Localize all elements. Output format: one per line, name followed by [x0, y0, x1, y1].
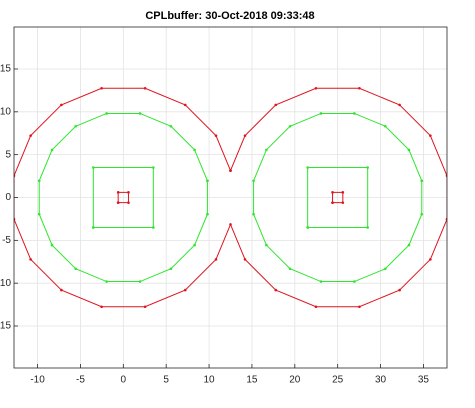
vertex-marker [265, 243, 268, 247]
x-tick-label: -10 [30, 375, 45, 386]
y-tick-label: -5 [2, 235, 11, 246]
y-tick-label: -15 [0, 321, 11, 332]
vertex-marker [358, 86, 361, 90]
vertex-marker [429, 134, 432, 137]
vertex-marker [265, 148, 268, 152]
vertex-marker [127, 191, 130, 194]
vertex-marker [193, 243, 196, 247]
vertex-marker [60, 103, 63, 107]
vertex-marker [169, 124, 173, 128]
tick-labels: -10 -5 0 5 10 15 20 25 30 35 -15 -10 -5 0 5 10 15 [0, 64, 429, 386]
vertex-marker [384, 124, 387, 128]
vertex-marker [366, 166, 369, 169]
vertex-marker [243, 134, 247, 137]
vertex-marker [29, 258, 32, 261]
vertex-marker [407, 243, 411, 247]
x-tick-label: -5 [76, 375, 85, 386]
vertex-marker [274, 103, 278, 107]
x-tick-label: 5 [163, 375, 169, 386]
vertex-marker [50, 148, 54, 152]
grid [14, 27, 447, 368]
vertex-marker [331, 201, 334, 204]
vertex-marker [29, 134, 32, 137]
vertex-marker [306, 226, 309, 229]
vertex-marker [169, 267, 173, 271]
vertex-marker [143, 86, 147, 90]
vertex-marker [429, 258, 432, 261]
vertex-marker [229, 169, 232, 172]
vertex-marker [152, 166, 155, 169]
vertex-marker [37, 179, 41, 183]
y-tick-label: -10 [0, 278, 11, 289]
y-tick-label: 10 [0, 106, 11, 117]
vertex-marker [288, 124, 292, 128]
vertex-marker [116, 191, 120, 194]
vertex-marker [105, 112, 108, 115]
chart-title: CPLbuffer: 30-Oct-2018 09:33:48 [145, 10, 314, 22]
vertex-marker [74, 124, 77, 128]
vertex-marker [50, 243, 54, 247]
vertex-marker [116, 201, 120, 204]
vertex-marker [138, 280, 142, 283]
vertex-marker [319, 280, 323, 283]
vertex-marker [37, 212, 41, 216]
series-group [14, 86, 447, 309]
vertex-marker [420, 179, 424, 183]
x-tick-label: 35 [418, 375, 430, 386]
y-tick-label: 15 [0, 64, 11, 75]
vertex-marker [420, 212, 424, 216]
vertex-marker [60, 288, 63, 292]
vertex-marker [152, 226, 155, 229]
vertex-marker [100, 305, 103, 309]
vertex-marker [206, 212, 209, 216]
vertex-marker [319, 112, 323, 115]
vertex-marker [331, 191, 334, 194]
vertex-marker [243, 258, 247, 261]
vertex-marker [92, 166, 95, 169]
vertex-marker [100, 86, 103, 90]
vertex-marker [341, 191, 345, 194]
vertex-marker [407, 148, 411, 152]
vertex-marker [74, 267, 77, 271]
vertex-marker [358, 305, 361, 309]
axes-box [13, 26, 448, 369]
vertex-marker [353, 112, 356, 115]
vertex-marker [183, 288, 187, 292]
vertex-marker [105, 280, 108, 283]
vertex-marker [92, 226, 95, 229]
vertex-marker [384, 267, 387, 271]
x-tick-label: 20 [289, 375, 301, 386]
x-tick-label: 10 [204, 375, 216, 386]
vertex-marker [288, 267, 292, 271]
vertex-marker [206, 179, 209, 183]
vertex-marker [127, 201, 130, 204]
vertex-marker [214, 258, 218, 261]
vertex-marker [252, 179, 255, 183]
vertex-marker [398, 288, 401, 292]
vertex-marker [366, 226, 369, 229]
vertex-marker [138, 112, 142, 115]
vertex-marker [214, 134, 218, 137]
vertex-marker [314, 86, 318, 90]
vertex-marker [252, 212, 255, 216]
vertex-marker [306, 166, 309, 169]
vertex-marker [274, 288, 278, 292]
x-tick-label: 15 [246, 375, 258, 386]
vertex-marker [353, 280, 356, 283]
vertex-marker [341, 201, 345, 204]
y-tick-label: 5 [5, 149, 11, 160]
vertex-marker [183, 103, 187, 107]
x-tick-label: 25 [332, 375, 344, 386]
x-tick-label: 30 [375, 375, 387, 386]
y-tick-label: 0 [5, 192, 11, 203]
vertex-marker [143, 305, 147, 309]
vertex-marker [398, 103, 401, 107]
x-tick-label: 0 [121, 375, 127, 386]
vertex-marker [193, 148, 196, 152]
vertex-marker [229, 223, 232, 226]
vertex-marker [314, 305, 318, 309]
